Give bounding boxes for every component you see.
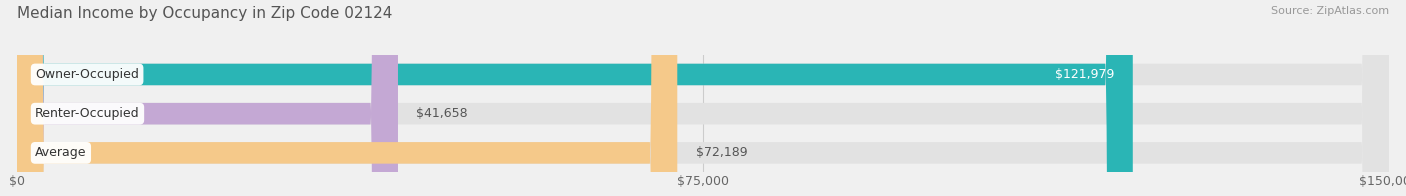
Text: $72,189: $72,189 <box>696 146 747 159</box>
Text: Median Income by Occupancy in Zip Code 02124: Median Income by Occupancy in Zip Code 0… <box>17 6 392 21</box>
FancyBboxPatch shape <box>17 0 678 196</box>
FancyBboxPatch shape <box>17 0 398 196</box>
Text: $41,658: $41,658 <box>416 107 468 120</box>
Text: Owner-Occupied: Owner-Occupied <box>35 68 139 81</box>
Text: Source: ZipAtlas.com: Source: ZipAtlas.com <box>1271 6 1389 16</box>
FancyBboxPatch shape <box>17 0 1389 196</box>
Text: Average: Average <box>35 146 87 159</box>
FancyBboxPatch shape <box>17 0 1133 196</box>
Text: Renter-Occupied: Renter-Occupied <box>35 107 139 120</box>
Text: $121,979: $121,979 <box>1054 68 1115 81</box>
FancyBboxPatch shape <box>17 0 1389 196</box>
FancyBboxPatch shape <box>17 0 1389 196</box>
